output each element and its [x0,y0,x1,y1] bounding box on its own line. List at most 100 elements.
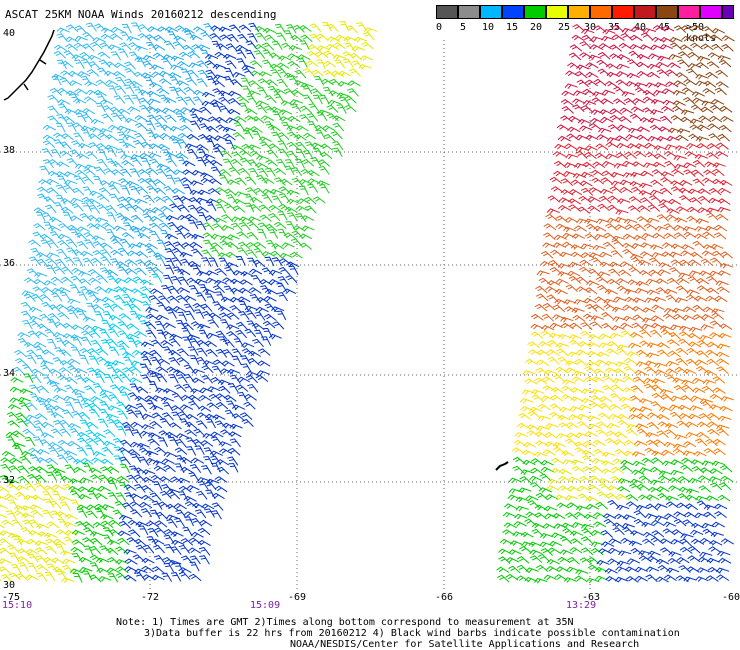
wind-barb [233,338,245,348]
wind-barb [689,124,703,132]
lon-gridlines [149,40,591,592]
wind-barb [113,70,126,78]
wind-barb [639,197,653,205]
wind-barb [271,131,282,142]
wind-barb [705,71,719,79]
wind-barb [201,465,212,475]
wind-barb [588,268,601,277]
wind-barb [196,339,210,347]
wind-barb [36,457,50,464]
wind-barb [670,538,684,545]
wind-barb [601,468,615,475]
wind-barb [146,90,160,97]
wind-barb [216,466,230,475]
wind-barb [218,336,229,346]
wind-barb [46,338,57,349]
wind-barb [580,547,594,556]
wind-barb [316,59,326,70]
wind-barb [713,448,726,456]
wind-barb [53,44,67,52]
wind-barb [108,346,120,356]
wind-barb [554,298,568,305]
wind-barb [685,494,699,501]
wind-barb [692,240,705,249]
wind-barb [281,121,292,132]
wind-barb [202,222,215,231]
wind-barb [235,49,247,59]
wind-barb [654,362,668,369]
wind-barb [593,448,607,457]
wind-barb [295,125,309,132]
wind-barb [598,195,612,204]
wind-barb [268,204,282,212]
wind-barb [666,339,680,347]
wind-barb [653,145,668,151]
wind-barb [330,131,343,140]
wind-barb [57,286,71,293]
wind-barb [68,80,83,86]
wind-barb [675,347,689,356]
wind-barb [654,369,668,376]
wind-barb [32,286,45,294]
wind-barb [255,306,269,313]
wind-barb [124,259,138,266]
wind-barb [254,43,268,51]
wind-barb [115,76,127,86]
wind-barb [45,538,58,547]
wind-barb [277,140,288,150]
wind-barb [535,367,549,376]
wind-barb [625,575,639,583]
wind-barb [529,555,543,564]
wind-barb [310,157,322,167]
wind-barb [545,213,558,222]
wind-barb [681,87,695,95]
wind-barb [343,36,357,43]
wind-barb [512,456,526,465]
wind-barb [317,159,331,167]
wind-barb [272,111,283,121]
wind-barb [616,63,630,70]
wind-barb [514,432,528,438]
wind-barb [543,505,558,512]
wind-barb [189,338,201,347]
wind-barb [634,287,648,294]
wind-barb [656,413,670,421]
wind-barb [129,493,143,500]
wind-barb [302,68,315,77]
wind-barb [225,241,239,249]
wind-barb [687,545,701,554]
wind-barb [562,171,577,177]
wind-barb [555,223,569,230]
wind-barb [651,378,665,385]
wind-barb [502,529,516,536]
wind-barb [698,475,712,482]
wind-barb [568,414,582,421]
wind-barb [20,310,33,320]
wind-barb [711,178,725,186]
wind-barb [709,34,723,42]
wind-barb [81,336,92,347]
wind-barb [117,530,131,537]
wind-barb [552,442,567,448]
wind-barb [270,69,282,79]
wind-barb [88,355,100,366]
wind-barb [195,144,209,151]
wind-barb [180,394,194,402]
wind-barb [41,374,52,385]
wind-barb [614,431,628,439]
wind-barb [246,241,259,250]
colorbar-label: 25 [558,22,571,33]
wind-barb [91,235,106,241]
colorbar-label: 0 [436,22,443,33]
wind-barb [169,422,182,430]
wind-barb [584,218,598,225]
wind-barb [7,420,20,428]
wind-barb [112,437,125,447]
wind-barb [575,432,589,439]
wind-barb [155,114,168,123]
wind-barb [631,26,645,32]
wind-barb [103,373,114,384]
wind-barb [63,395,77,402]
wind-barb [25,548,39,555]
wind-barb [248,80,261,88]
